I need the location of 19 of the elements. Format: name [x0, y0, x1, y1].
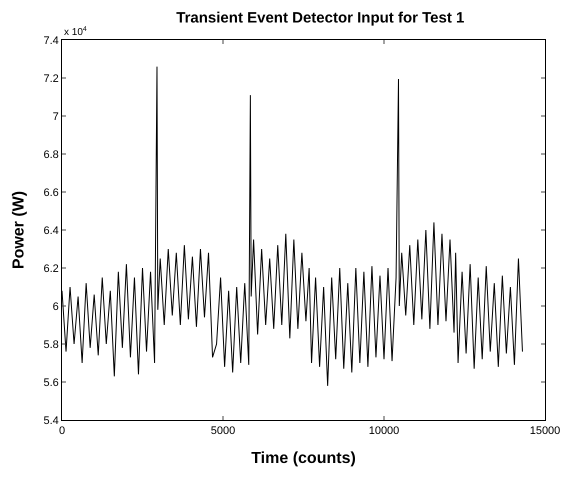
y-tick-label: 7 [52, 110, 59, 123]
y-tick-label: 5.4 [44, 414, 59, 427]
x-tick-label: 0 [58, 425, 66, 438]
y-axis-title: Power (W) [10, 190, 28, 270]
y-tick-label: 6 [52, 300, 59, 313]
y-tick-label: 6.8 [44, 148, 59, 161]
y-tick-label: 6.6 [44, 186, 59, 199]
y-tick-label: 6.4 [44, 224, 59, 237]
x-tick-label: 10000 [368, 425, 400, 438]
x-axis-title: Time (counts) [251, 450, 356, 467]
y-tick-label: 5.8 [44, 338, 59, 351]
y-tick-label: 7.2 [44, 72, 59, 85]
x-tick-label: 15000 [530, 425, 560, 438]
y-tick-label: 6.2 [44, 262, 59, 275]
y-tick-label: 7.4 [44, 34, 59, 47]
chart-title: Transient Event Detector Input for Test 1 [176, 9, 464, 26]
y-tick-label: 5.6 [44, 376, 59, 389]
text: x 10$^{4}$ [64, 26, 87, 38]
x-tick-label: 5000 [210, 425, 236, 438]
